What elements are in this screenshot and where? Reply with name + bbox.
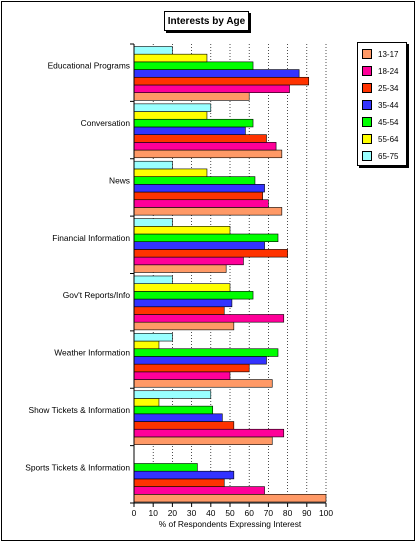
legend-item: 18-24 <box>362 65 398 77</box>
bar <box>133 321 235 331</box>
bar <box>133 428 285 438</box>
legend-item: 45-54 <box>362 116 398 128</box>
category-label: Weather Information <box>54 348 130 358</box>
bar <box>133 69 300 78</box>
bar <box>133 291 254 300</box>
bar <box>133 413 223 422</box>
legend-label: 35-44 <box>378 100 399 110</box>
bar <box>133 340 160 350</box>
bar <box>133 436 273 445</box>
legend-label: 25-34 <box>378 83 399 93</box>
bar <box>133 149 283 159</box>
category-label: Gov't Reports/Info <box>63 290 131 300</box>
bar <box>133 103 212 112</box>
bar <box>133 390 212 399</box>
x-tick-label: 50 <box>225 508 235 518</box>
legend-label: 65-75 <box>378 151 399 161</box>
bar <box>133 486 265 495</box>
legend-item: 65-75 <box>362 150 398 162</box>
bar <box>133 241 265 250</box>
legend-item: 35-44 <box>362 99 398 111</box>
x-tick-label: 20 <box>168 508 178 518</box>
bar <box>133 207 283 216</box>
bar <box>133 478 225 487</box>
bar <box>133 348 279 357</box>
bar <box>133 463 198 472</box>
x-tick-label: 10 <box>149 508 159 518</box>
legend-swatch <box>362 151 372 161</box>
bar <box>133 61 254 70</box>
bar <box>133 249 288 258</box>
bar <box>133 168 208 177</box>
bar <box>133 191 263 201</box>
bar <box>133 126 246 135</box>
legend-item: 55-64 <box>362 133 398 145</box>
x-tick-label: 0 <box>132 508 137 518</box>
category-label: Conversation <box>81 118 131 128</box>
category-label: News <box>109 175 130 185</box>
bar <box>133 398 160 407</box>
legend-swatch <box>362 117 372 127</box>
legend-label: 13-17 <box>378 49 399 59</box>
bar <box>133 233 279 242</box>
category-label: Educational Programs <box>48 61 130 71</box>
bar <box>133 298 233 308</box>
bar <box>133 371 231 380</box>
category-label: Financial Information <box>52 233 130 243</box>
bar <box>133 118 254 128</box>
x-tick-label: 60 <box>245 508 255 518</box>
x-tick-label: 40 <box>206 508 216 518</box>
bar <box>133 356 267 365</box>
x-tick-label: 90 <box>302 508 312 518</box>
bar <box>133 160 173 170</box>
legend-label: 55-64 <box>378 134 399 144</box>
bar <box>133 92 250 101</box>
legend: 13-17 18-24 25-34 35-44 45-54 55-64 65-75 <box>357 42 407 166</box>
bar <box>133 379 273 388</box>
legend-label: 18-24 <box>378 66 399 76</box>
bar <box>133 256 244 266</box>
bar <box>133 142 277 151</box>
x-tick-label: 70 <box>264 508 274 518</box>
bar <box>133 184 265 193</box>
legend-swatch <box>362 83 372 93</box>
x-axis-title: % of Respondents Expressing Interest <box>159 519 302 529</box>
legend-label: 45-54 <box>378 117 399 127</box>
bar <box>133 111 208 120</box>
bar <box>133 363 250 373</box>
bar <box>133 333 173 342</box>
x-tick-label: 30 <box>187 508 197 518</box>
legend-swatch <box>362 134 372 144</box>
legend-swatch <box>362 100 372 110</box>
bar <box>133 421 235 430</box>
category-label: Sports Tickets & Information <box>25 462 130 472</box>
chart-title: Interests by Age <box>167 15 246 27</box>
legend-item: 13-17 <box>362 48 398 60</box>
bar <box>133 306 225 315</box>
bar <box>133 470 235 480</box>
bar <box>133 218 173 227</box>
legend-item: 25-34 <box>362 82 398 94</box>
category-label: Show Tickets & Information <box>29 405 131 415</box>
bar <box>133 84 290 93</box>
x-tick-label: 100 <box>319 508 333 518</box>
legend-swatch <box>362 49 372 59</box>
bar <box>133 199 269 208</box>
chart-title-box: Interests by Age <box>164 11 249 31</box>
x-tick-label: 80 <box>283 508 293 518</box>
bar <box>133 226 231 235</box>
bar <box>133 76 310 86</box>
bar <box>133 493 327 503</box>
bar <box>133 314 285 323</box>
bar <box>133 275 173 284</box>
bar <box>133 134 267 143</box>
legend-swatch <box>362 66 372 76</box>
bar <box>133 46 173 55</box>
bar <box>133 176 256 185</box>
bar <box>133 283 231 292</box>
bar <box>133 53 208 63</box>
bar <box>133 405 214 415</box>
bar <box>133 264 227 273</box>
